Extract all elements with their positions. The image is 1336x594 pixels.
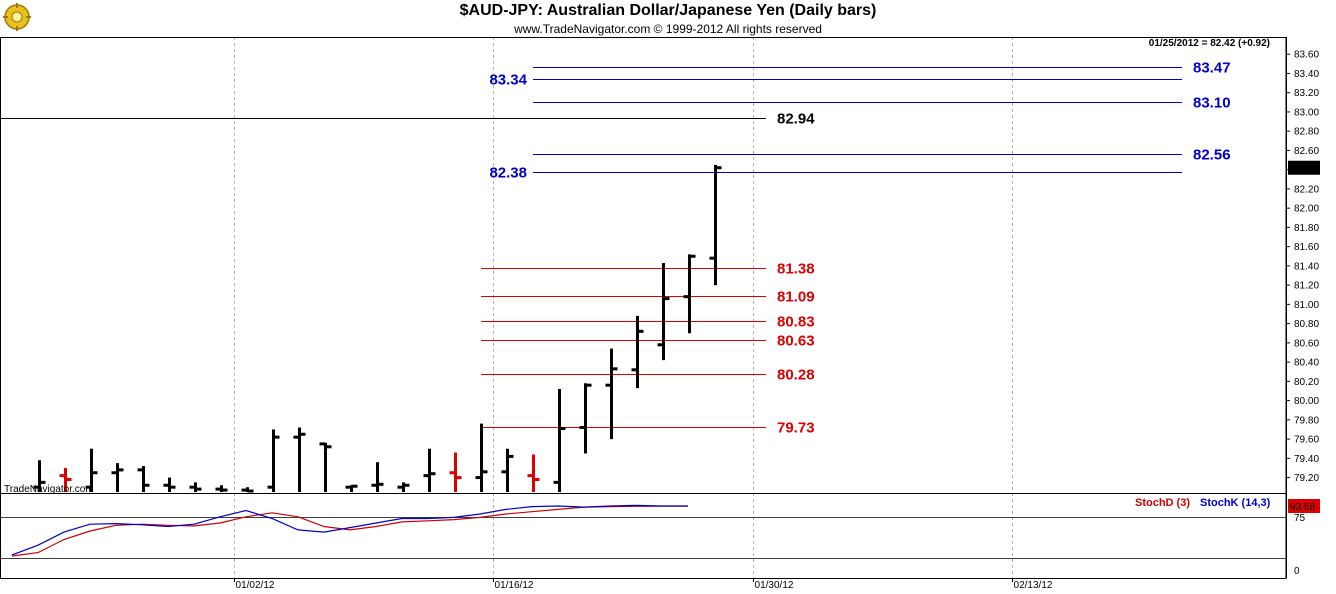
grid-lines	[234, 37, 1013, 578]
price-tick-label: 80.60	[1294, 338, 1319, 349]
date-axis: 01/02/12 01/16/12 01/30/12 02/13/12	[234, 578, 1053, 591]
price-tick-label: 80.80	[1294, 319, 1319, 330]
ohlc-bar	[683, 254, 696, 334]
ohlc-bar	[475, 423, 488, 492]
price-bars	[33, 164, 722, 493]
ohlc-bar	[59, 467, 72, 492]
level-label-80-83: 80.83	[777, 314, 815, 331]
ohlc-bar	[527, 454, 540, 492]
ohlc-bar	[319, 442, 332, 492]
price-tick-label: 79.20	[1294, 473, 1319, 484]
date-tick-label: 01/02/12	[236, 580, 275, 591]
level-label-83-34: 83.34	[489, 72, 527, 89]
ohlc-bar	[709, 164, 722, 286]
ohlc-bar	[501, 448, 514, 492]
last-price-info: 01/25/2012 = 82.42 (+0.92)	[1149, 38, 1270, 49]
level-label-80-63: 80.63	[777, 333, 815, 350]
price-tick-label: 80.20	[1294, 377, 1319, 388]
price-tick-label: 83.20	[1294, 88, 1319, 99]
level-label-81-09: 81.09	[777, 289, 815, 306]
price-tick-label: 80.00	[1294, 396, 1319, 407]
price-tick-label: 83.40	[1294, 69, 1319, 80]
ohlc-bar	[371, 462, 384, 492]
ohlc-bar	[137, 466, 150, 492]
ohlc-bar	[33, 460, 46, 492]
ohlc-bar	[553, 389, 566, 492]
price-tick-label: 81.20	[1294, 281, 1319, 292]
ohlc-bar	[605, 348, 618, 440]
stochd-legend: StochD (3)	[1135, 497, 1190, 509]
price-tick-label: 81.00	[1294, 300, 1319, 311]
last-price-label: 82.42	[1290, 164, 1315, 175]
ohlc-bar	[397, 482, 410, 492]
date-tick-label: 02/13/12	[1014, 580, 1053, 591]
stochk-legend: StochK (14,3)	[1200, 497, 1271, 509]
chart-frame	[0, 37, 1287, 579]
ohlc-bar	[631, 315, 644, 389]
price-tick-label: 83.00	[1294, 107, 1319, 118]
stochastic-panel: 75 0 StochD (3) StochK (14,3) 93.58	[0, 497, 1320, 577]
price-tick-label: 82.80	[1294, 127, 1319, 138]
ohlc-bar	[423, 448, 436, 492]
level-label-83-10: 83.10	[1193, 95, 1231, 112]
ohlc-bar	[241, 487, 254, 493]
price-tick-label: 81.60	[1294, 242, 1319, 253]
level-label-79-73: 79.73	[777, 420, 815, 437]
level-lines: 83.34 83.47 83.10 82.94 82.56 82.38 81.38 81.09…	[0, 60, 1231, 437]
price-axis: 79.20 79.40 79.60 79.80 80.00 80.20 80.40 80.60…	[1286, 50, 1320, 484]
ohlc-bar	[345, 484, 358, 492]
stoch-tick-label: 75	[1294, 513, 1306, 524]
level-label-81-38: 81.38	[777, 261, 815, 278]
price-tick-label: 82.20	[1294, 184, 1319, 195]
price-tick-label: 82.60	[1294, 146, 1319, 157]
ohlc-bar	[293, 427, 306, 492]
date-tick-label: 01/16/12	[495, 580, 534, 591]
date-tick-label: 01/30/12	[755, 580, 794, 591]
level-label-82-94: 82.94	[777, 111, 815, 128]
ohlc-bar	[163, 477, 176, 492]
ohlc-bar	[267, 429, 280, 492]
level-label-80-28: 80.28	[777, 367, 815, 384]
level-label-82-56: 82.56	[1193, 147, 1231, 164]
price-tick-label: 80.40	[1294, 358, 1319, 369]
price-tick-label: 82.00	[1294, 204, 1319, 215]
stoch-last-label: 93.58	[1290, 502, 1315, 513]
price-tick-label: 81.40	[1294, 261, 1319, 272]
copyright-text: www.TradeNavigator.com © 1999-2012 All r…	[514, 22, 822, 36]
price-tick-label: 83.60	[1294, 50, 1319, 61]
ohlc-bar	[449, 452, 462, 492]
stoch-last-box	[1288, 499, 1320, 513]
last-price-box	[1288, 160, 1320, 175]
ohlc-bar	[215, 485, 228, 492]
watermark-text: TradeNavigator.com	[4, 484, 94, 495]
ohlc-bar	[579, 383, 592, 454]
stochk-line	[11, 504, 688, 556]
stochd-line	[11, 505, 688, 557]
price-tick-label: 81.80	[1294, 223, 1319, 234]
price-tick-label: 79.80	[1294, 415, 1319, 426]
chart-title: $AUD-JPY: Australian Dollar/Japanese Yen…	[459, 2, 877, 19]
ohlc-bar	[657, 262, 670, 361]
level-label-82-38: 82.38	[489, 165, 527, 182]
trade-navigator-logo-icon	[3, 3, 31, 31]
level-label-83-47: 83.47	[1193, 60, 1231, 77]
price-tick-label: 79.40	[1294, 454, 1319, 465]
stoch-tick-label: 0	[1294, 566, 1300, 577]
ohlc-bar	[111, 463, 124, 492]
price-tick-label: 79.60	[1294, 435, 1319, 446]
ohlc-bar	[189, 482, 202, 492]
ohlc-bar	[85, 448, 98, 492]
